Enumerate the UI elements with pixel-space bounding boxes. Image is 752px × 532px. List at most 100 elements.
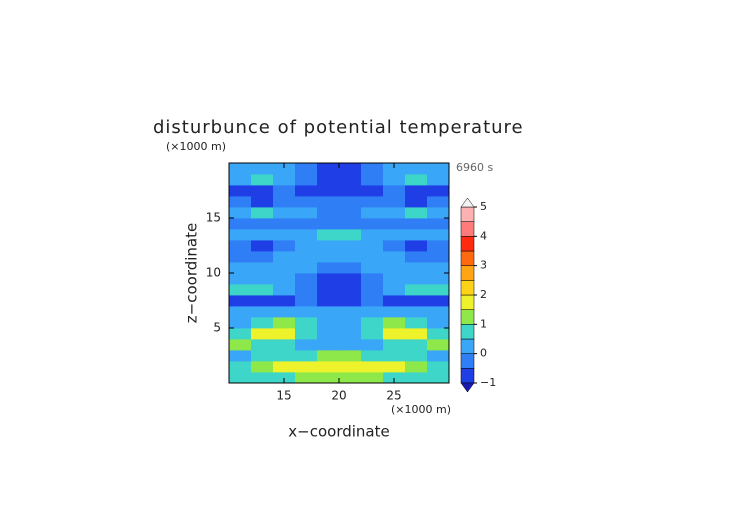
field-cell xyxy=(339,196,362,208)
field-cell xyxy=(383,251,406,263)
field-cell xyxy=(229,295,252,307)
field-cell xyxy=(339,339,362,351)
field-cell xyxy=(383,306,406,318)
field-cell xyxy=(383,295,406,307)
field-cell xyxy=(317,229,340,241)
field-cell xyxy=(383,273,406,285)
field-cell xyxy=(229,328,252,340)
field-cell xyxy=(229,174,252,186)
field-cell xyxy=(383,339,406,351)
field-cell xyxy=(273,240,296,252)
field-cell xyxy=(251,207,274,219)
field-cell xyxy=(317,328,340,340)
field-cell xyxy=(317,163,340,175)
field-cell xyxy=(405,295,428,307)
colorbar-segment xyxy=(460,236,475,252)
field-cell xyxy=(251,273,274,285)
field-cell xyxy=(317,262,340,274)
field-cell xyxy=(251,306,274,318)
chart-title: disturbunce of potential temperature xyxy=(153,117,524,138)
field-cell xyxy=(405,350,428,362)
field-cell xyxy=(383,163,406,175)
field-cell xyxy=(383,218,406,230)
field-cell xyxy=(317,251,340,263)
field-cell xyxy=(295,339,318,351)
field-cell xyxy=(295,174,318,186)
field-cell xyxy=(427,339,450,351)
field-cell xyxy=(427,361,450,373)
field-cell xyxy=(427,196,450,208)
field-cell xyxy=(273,251,296,263)
colorbar-tick-label: 2 xyxy=(480,288,487,301)
field-cell xyxy=(339,218,362,230)
field-cell xyxy=(295,196,318,208)
field-cell xyxy=(361,174,384,186)
field-cell xyxy=(229,372,252,384)
y-tick-label: 5 xyxy=(213,321,221,335)
field-cell xyxy=(317,174,340,186)
field-cell xyxy=(251,328,274,340)
field-cell xyxy=(317,339,340,351)
field-cell xyxy=(295,262,318,274)
field-cell xyxy=(295,185,318,197)
field-cell xyxy=(383,240,406,252)
field-cell xyxy=(339,207,362,219)
colorbar-segment xyxy=(460,206,475,222)
field-cell xyxy=(229,229,252,241)
field-cell xyxy=(295,306,318,318)
field-cell xyxy=(273,185,296,197)
colorbar-segment xyxy=(460,309,475,325)
field-cell xyxy=(273,306,296,318)
field-cell xyxy=(251,163,274,175)
field-cell xyxy=(273,372,296,384)
field-cell xyxy=(383,229,406,241)
field-cell xyxy=(229,273,252,285)
field-cell xyxy=(339,295,362,307)
colorbar-segment xyxy=(460,353,475,369)
field-cell xyxy=(405,317,428,329)
field-cell xyxy=(427,218,450,230)
field-cell xyxy=(251,361,274,373)
field-cell xyxy=(317,284,340,296)
field-cell xyxy=(251,350,274,362)
field-cell xyxy=(273,273,296,285)
colorbar-tick-label: 0 xyxy=(480,347,487,360)
field-cell xyxy=(339,240,362,252)
field-cell xyxy=(339,262,362,274)
field-cell xyxy=(273,350,296,362)
field-cell xyxy=(229,207,252,219)
x-axis-label: x−coordinate xyxy=(288,423,389,441)
field-cell xyxy=(317,295,340,307)
axes: 15 20 25 5 10 15 xyxy=(206,162,450,403)
field-cell xyxy=(295,350,318,362)
field-cell xyxy=(317,361,340,373)
contour-field xyxy=(229,163,450,384)
field-cell xyxy=(427,350,450,362)
field-cell xyxy=(229,240,252,252)
field-cell xyxy=(383,317,406,329)
field-cell xyxy=(361,207,384,219)
field-cell xyxy=(229,196,252,208)
field-cell xyxy=(405,218,428,230)
field-cell xyxy=(273,174,296,186)
field-cell xyxy=(295,240,318,252)
colorbar-segment xyxy=(460,338,475,354)
field-cell xyxy=(339,372,362,384)
field-cell xyxy=(405,361,428,373)
field-cell xyxy=(339,328,362,340)
colorbar-segment xyxy=(460,294,475,310)
field-cell xyxy=(339,229,362,241)
field-cell xyxy=(427,185,450,197)
field-cell xyxy=(273,328,296,340)
field-cell xyxy=(339,361,362,373)
field-cell xyxy=(383,328,406,340)
field-cell xyxy=(229,163,252,175)
x-unit-label: (×1000 m) xyxy=(391,403,451,416)
field-cell xyxy=(295,273,318,285)
y-axis-label: z−coordinate xyxy=(183,223,201,323)
y-tick-label: 15 xyxy=(206,211,221,225)
field-cell xyxy=(405,185,428,197)
field-cell xyxy=(251,229,274,241)
field-cell xyxy=(251,218,274,230)
